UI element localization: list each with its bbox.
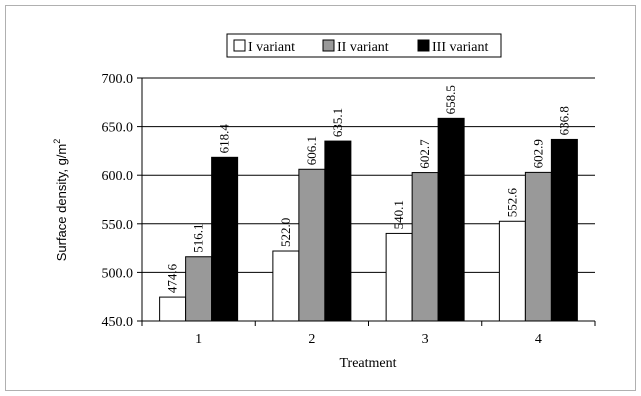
y-axis-title-text: Surface density, g/m — [54, 144, 69, 262]
bar — [211, 156, 239, 322]
legend-swatch — [322, 39, 335, 52]
data-label: 516.1 — [191, 224, 206, 253]
legend-label: I variant — [248, 40, 295, 55]
data-label: 540.1 — [391, 200, 406, 229]
y-tick-label: 500.0 — [102, 266, 134, 281]
x-tick-label: 2 — [308, 332, 315, 347]
y-tick-label: 650.0 — [102, 121, 134, 136]
x-tick-label: 4 — [535, 332, 542, 347]
bar — [498, 220, 526, 322]
legend-box — [226, 33, 502, 58]
y-tick-label: 600.0 — [102, 169, 134, 184]
bar — [298, 168, 326, 322]
bar — [437, 117, 465, 322]
y-tick-label: 550.0 — [102, 218, 134, 233]
data-label: 522.0 — [278, 218, 293, 247]
legend-swatch — [417, 39, 430, 52]
data-label: 602.7 — [417, 139, 432, 169]
data-label: 474.6 — [165, 263, 180, 293]
x-tick-label: 1 — [195, 332, 202, 347]
y-axis-title: Surface density, g/m2 — [52, 139, 69, 262]
data-labels: 474.6 516.1 618.4 522.0 606.1 635.1 540.1 602.7… — [165, 85, 572, 293]
y-tick-label: 450.0 — [102, 315, 134, 330]
svg-text:Surface density, g/m2: Surface density, g/m2 — [52, 139, 69, 262]
data-label: 606.1 — [304, 136, 319, 165]
data-label: 636.8 — [556, 106, 571, 135]
bar — [272, 250, 300, 322]
legend-label: II variant — [337, 40, 389, 55]
legend: I variant II variant III variant — [226, 33, 502, 58]
bar — [411, 172, 439, 322]
bars — [159, 117, 578, 322]
legend-label: III variant — [432, 40, 488, 55]
legend-swatch — [233, 39, 246, 52]
data-label: 602.9 — [530, 139, 545, 168]
y-ticks: 450.0 500.0 550.0 600.0 650.0 700.0 — [102, 72, 142, 330]
bar — [550, 138, 578, 322]
bar — [185, 256, 213, 322]
data-label: 552.6 — [504, 188, 519, 218]
y-tick-label: 700.0 — [102, 72, 134, 87]
bar — [159, 296, 187, 322]
x-axis-title: Treatment — [339, 356, 396, 371]
bar — [324, 140, 352, 322]
x-ticks: 1 2 3 4 — [141, 321, 596, 347]
data-label: 658.5 — [443, 85, 458, 114]
x-tick-label: 3 — [422, 332, 429, 347]
data-label: 635.1 — [330, 108, 345, 137]
data-label: 618.4 — [217, 124, 232, 154]
y-axis-title-sup: 2 — [52, 139, 62, 144]
bar — [524, 171, 552, 322]
bar — [385, 232, 413, 322]
